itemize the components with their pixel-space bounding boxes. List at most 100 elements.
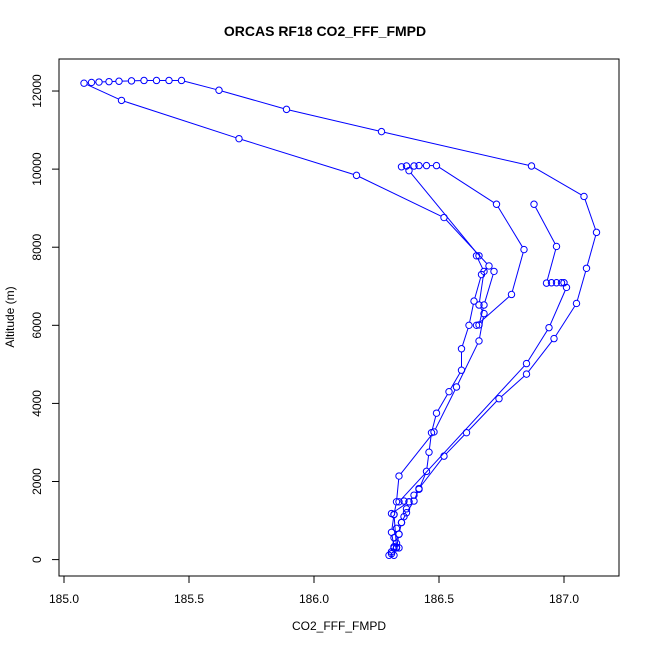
- series-line-segment: [535, 206, 556, 244]
- data-point: [415, 484, 423, 493]
- series-line-segment: [184, 80, 217, 90]
- x-tick-label: 187.0: [549, 592, 579, 606]
- series-line-segment: [461, 328, 469, 346]
- data-point: [557, 279, 566, 287]
- series-line-segment: [221, 90, 284, 109]
- series-line-segment: [241, 139, 354, 175]
- series-line-segment: [289, 109, 379, 132]
- chart-title: ORCAS RF18 CO2_FFF_FMPD: [224, 23, 426, 39]
- series-line-segment: [124, 100, 237, 139]
- data-point: [377, 127, 386, 136]
- series-line-segment: [394, 504, 397, 512]
- data-point: [452, 383, 461, 391]
- data-point: [522, 359, 531, 368]
- data-point: [527, 162, 536, 170]
- data-point: [490, 267, 498, 276]
- series-2: [387, 161, 528, 558]
- data-point: [405, 498, 413, 506]
- series-line-segment: [400, 365, 525, 500]
- data-point: [95, 78, 103, 86]
- series-line-segment: [384, 131, 529, 166]
- data-point: [432, 409, 441, 417]
- series-line-segment: [511, 252, 524, 292]
- data-point: [580, 192, 588, 201]
- data-point: [545, 323, 553, 332]
- data-point: [547, 279, 556, 287]
- y-tick-label: 4000: [30, 390, 44, 417]
- data-point: [282, 105, 291, 114]
- series-line-segment: [445, 434, 465, 455]
- data-point: [390, 510, 398, 519]
- data-point: [402, 505, 411, 513]
- data-point: [415, 161, 423, 170]
- data-point: [425, 448, 433, 456]
- series-line-segment: [576, 271, 587, 301]
- data-point: [472, 321, 481, 330]
- data-point: [485, 262, 493, 270]
- series-line-segment: [393, 517, 397, 544]
- data-point: [552, 279, 561, 287]
- data-point: [235, 134, 243, 143]
- data-point: [165, 76, 173, 85]
- data-point: [495, 395, 503, 403]
- series-line-segment: [420, 458, 443, 487]
- y-tick-label: 10000: [30, 152, 44, 186]
- data-point: [492, 200, 501, 208]
- y-tick-label: 8000: [30, 234, 44, 261]
- series-line-segment: [437, 394, 448, 411]
- data-point: [390, 543, 398, 551]
- data-point: [542, 279, 551, 287]
- series-line-segment: [393, 503, 407, 513]
- data-point: [152, 76, 161, 85]
- data-series-layer: [80, 76, 601, 560]
- series-line-segment: [431, 416, 437, 430]
- data-point: [140, 76, 148, 85]
- series-1: [80, 76, 601, 560]
- data-point: [582, 264, 591, 272]
- data-point: [422, 467, 431, 476]
- data-point: [87, 78, 96, 87]
- series-line-segment: [546, 249, 557, 281]
- series-line-segment: [528, 340, 553, 372]
- data-point: [395, 530, 403, 538]
- series-line-segment: [400, 434, 433, 474]
- data-point: [507, 290, 516, 299]
- y-axis-label: Altitude (m): [3, 286, 17, 347]
- series-line-segment: [584, 199, 596, 230]
- series-line-segment: [478, 296, 510, 324]
- x-axis: 185.0 185.5 186.0 186.5 187.0: [49, 576, 579, 606]
- data-point: [520, 245, 528, 254]
- data-point: [397, 518, 406, 527]
- data-point: [480, 301, 488, 309]
- series-line-segment: [402, 515, 406, 520]
- data-point: [592, 228, 601, 237]
- data-point: [530, 200, 538, 208]
- y-tick-label: 0: [30, 556, 44, 563]
- data-point: [395, 472, 403, 480]
- x-tick-label: 186.5: [424, 592, 454, 606]
- data-point: [475, 337, 483, 345]
- plot-area-border: [58, 58, 620, 577]
- data-point: [127, 77, 136, 85]
- series-line-segment: [477, 258, 484, 269]
- data-point: [445, 387, 453, 396]
- series-line-segment: [419, 474, 426, 487]
- data-point: [552, 242, 561, 251]
- series-line-segment: [586, 235, 597, 266]
- data-point: [397, 163, 406, 171]
- data-point: [115, 77, 123, 85]
- y-tick-label: 12000: [30, 74, 44, 108]
- series-line-segment: [438, 166, 495, 203]
- y-axis: 0 2000 4000 6000 8000 10000 12000: [30, 74, 59, 563]
- series-line-segment: [391, 517, 395, 530]
- data-point: [215, 86, 223, 94]
- data-point: [457, 345, 466, 353]
- series-line-segment: [534, 167, 582, 196]
- series-line-segment: [359, 176, 442, 217]
- data-point: [472, 252, 481, 260]
- series-line-segment: [468, 400, 498, 431]
- data-point: [387, 528, 396, 536]
- series-line-segment: [497, 206, 523, 248]
- series-line-segment: [469, 304, 474, 323]
